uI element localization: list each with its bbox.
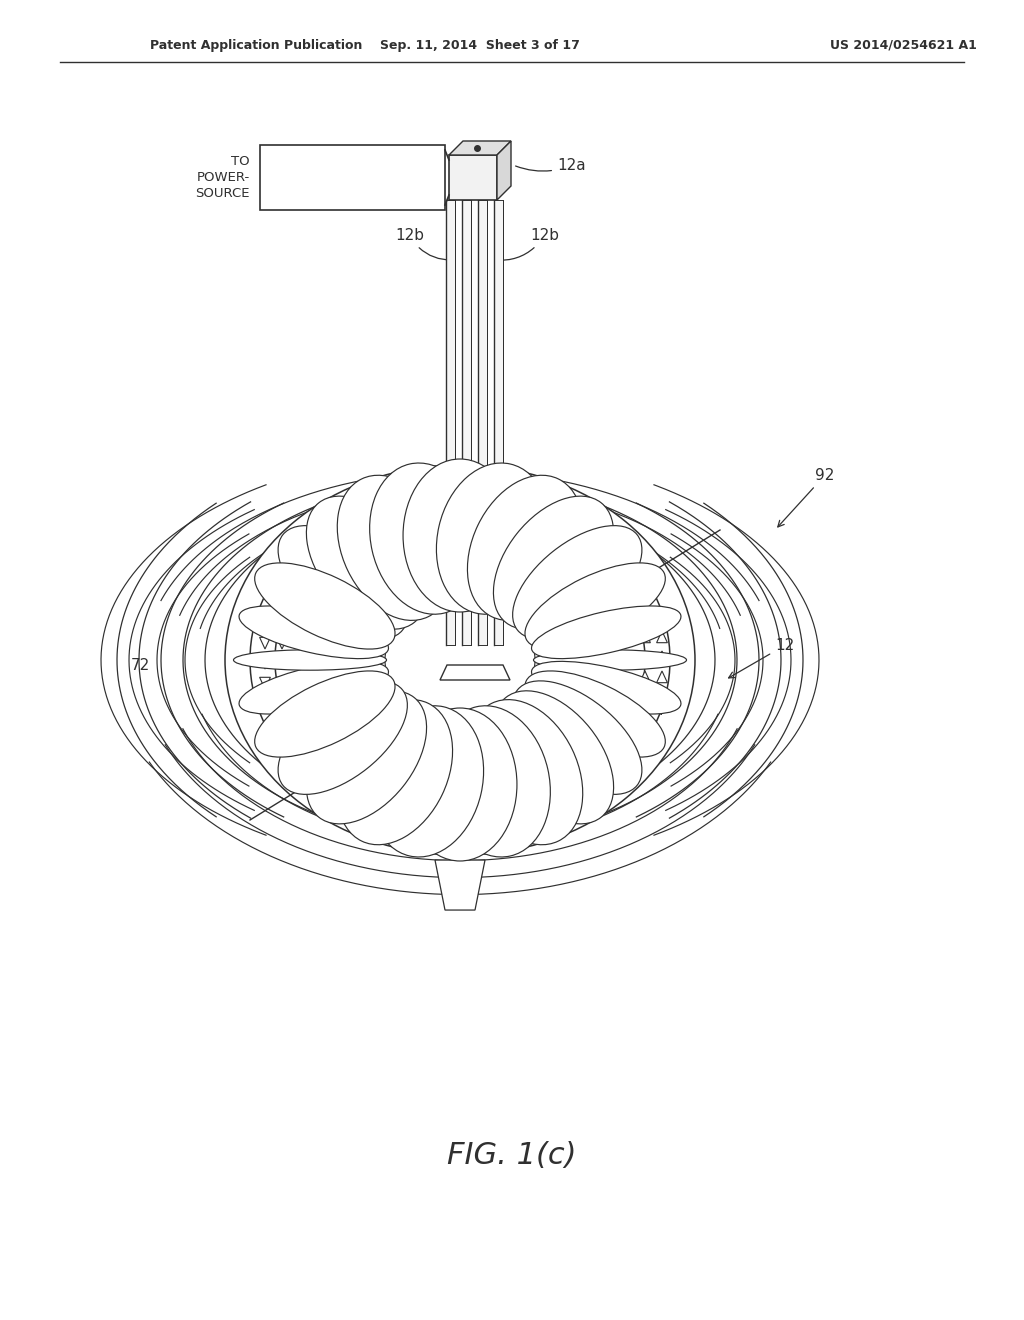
Text: US 2014/0254621 A1: US 2014/0254621 A1 [830,38,977,51]
Ellipse shape [233,649,386,671]
Ellipse shape [250,486,670,834]
Ellipse shape [513,525,642,639]
Ellipse shape [239,606,388,659]
Polygon shape [497,141,511,201]
Ellipse shape [300,527,620,793]
Ellipse shape [279,525,408,639]
Ellipse shape [337,700,453,845]
Ellipse shape [436,706,550,857]
Polygon shape [260,657,270,669]
Polygon shape [260,677,270,689]
Polygon shape [260,638,270,649]
Ellipse shape [525,671,666,758]
Ellipse shape [370,706,483,857]
Polygon shape [656,651,668,663]
Polygon shape [276,638,288,649]
Polygon shape [449,154,497,201]
Polygon shape [640,671,650,682]
Polygon shape [276,657,288,669]
Polygon shape [435,861,485,909]
Text: 12b: 12b [496,228,559,260]
Polygon shape [449,141,511,154]
Polygon shape [276,677,288,689]
Polygon shape [440,665,510,680]
Ellipse shape [306,496,427,630]
Text: 72: 72 [131,657,150,672]
Polygon shape [446,201,455,645]
Text: Sep. 11, 2014  Sheet 3 of 17: Sep. 11, 2014 Sheet 3 of 17 [380,38,580,51]
Polygon shape [260,145,445,210]
Ellipse shape [325,548,595,772]
Ellipse shape [403,708,517,861]
Polygon shape [434,822,445,834]
Ellipse shape [370,463,483,614]
Ellipse shape [255,671,395,758]
Ellipse shape [255,562,395,649]
Ellipse shape [275,507,645,813]
Polygon shape [656,671,668,682]
Ellipse shape [494,496,613,630]
Ellipse shape [425,631,495,689]
Ellipse shape [306,690,427,824]
Text: FIG. 1(c): FIG. 1(c) [447,1140,577,1170]
Ellipse shape [225,465,695,855]
Text: 94: 94 [584,690,665,718]
Polygon shape [478,201,487,645]
Polygon shape [640,651,650,663]
Text: TO
POWER-
SOURCE: TO POWER- SOURCE [196,154,250,201]
Ellipse shape [239,661,388,714]
Ellipse shape [494,690,613,824]
Ellipse shape [525,562,666,649]
Ellipse shape [406,614,515,706]
Ellipse shape [395,606,525,714]
Ellipse shape [531,606,681,659]
Polygon shape [462,201,471,645]
Text: 12b: 12b [395,228,453,260]
Text: 12: 12 [729,638,795,678]
Polygon shape [494,201,503,645]
Text: 12a: 12a [516,158,586,173]
Ellipse shape [513,681,642,795]
Ellipse shape [337,475,453,620]
Text: 92: 92 [778,469,835,527]
Text: Patent Application Publication: Patent Application Publication [150,38,362,51]
Ellipse shape [467,475,583,620]
Ellipse shape [534,649,686,671]
Ellipse shape [279,681,408,795]
Ellipse shape [436,463,550,614]
Polygon shape [640,631,650,643]
Ellipse shape [375,590,545,730]
Ellipse shape [531,661,681,714]
Ellipse shape [403,459,517,612]
Ellipse shape [385,598,535,722]
Ellipse shape [467,700,583,845]
Ellipse shape [350,569,570,751]
Polygon shape [656,631,668,643]
Ellipse shape [415,623,505,697]
